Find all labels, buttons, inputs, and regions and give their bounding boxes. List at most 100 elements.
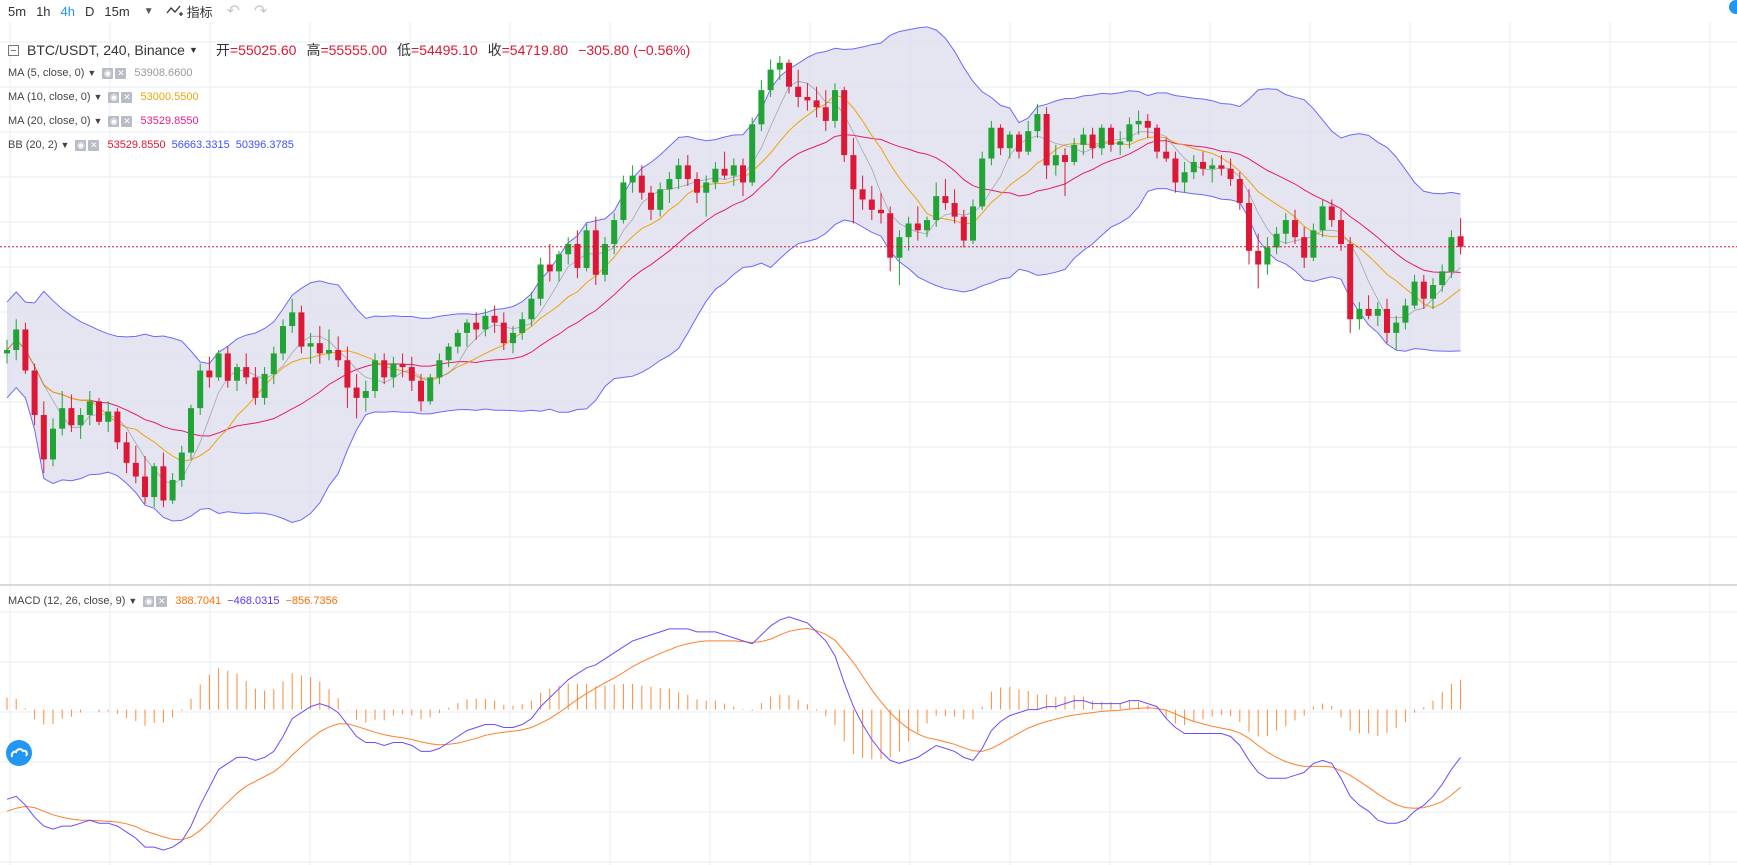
candle-body: [132, 462, 139, 477]
candle-body: [1246, 202, 1252, 251]
candle-body: [1439, 271, 1446, 286]
remove-icon[interactable]: ✕: [115, 67, 127, 79]
candle-body: [878, 209, 884, 214]
candle-body: [1457, 236, 1464, 247]
candle-body: [1034, 114, 1041, 132]
candle-body: [123, 442, 130, 463]
candle-body: [40, 414, 47, 460]
timeframe-1h[interactable]: 1h: [36, 3, 51, 19]
candle-body: [1255, 250, 1262, 265]
bollinger-band-fill: [6, 26, 1461, 524]
symbol-chevron-down-icon[interactable]: ▼: [188, 45, 198, 55]
timeframe-dropdown-icon[interactable]: ▼: [143, 5, 154, 17]
candle-body: [335, 350, 342, 361]
candle-body: [1144, 120, 1151, 128]
indicator-name[interactable]: MA (5, close, 0): [8, 67, 85, 79]
remove-icon[interactable]: ✕: [156, 595, 168, 607]
candle-body: [850, 155, 857, 190]
redo-icon[interactable]: ↷: [254, 3, 268, 20]
candle-body: [77, 414, 84, 426]
candle-body: [1301, 237, 1308, 258]
timeframe-4h[interactable]: 4h: [60, 3, 75, 19]
indicator-name[interactable]: BB (20, 2): [8, 139, 58, 151]
candle-body: [1200, 161, 1206, 169]
candle-body: [1218, 165, 1225, 169]
candle-body: [620, 182, 627, 221]
candle-body: [344, 360, 351, 388]
candle-body: [234, 367, 240, 381]
chart-canvas[interactable]: [0, 22, 1737, 865]
candle-body: [758, 90, 765, 125]
indicator-chevron-down-icon[interactable]: ▼: [93, 92, 103, 102]
indicator-chevron-down-icon[interactable]: ▼: [93, 116, 103, 126]
settings-dot-icon[interactable]: [1729, 0, 1737, 14]
toolbar: 5m 1h 4h D 15m ▼ 指标 ↶ ↷: [0, 0, 1737, 22]
candle-body: [1319, 206, 1326, 231]
visibility-icon[interactable]: ◉: [143, 595, 155, 607]
indicators-button[interactable]: 指标: [166, 2, 213, 21]
candle-body: [31, 370, 38, 415]
candle-body: [924, 220, 930, 231]
candle-body: [1236, 179, 1243, 203]
indicator-name[interactable]: MA (10, close, 0): [8, 91, 91, 103]
candle-body: [50, 428, 56, 460]
candle-body: [1356, 308, 1363, 320]
remove-icon[interactable]: ✕: [121, 91, 133, 103]
symbol-label[interactable]: BTC/USDT, 240, Binance: [27, 42, 185, 58]
indicator-chevron-down-icon[interactable]: ▼: [60, 140, 70, 150]
candle-body: [602, 244, 608, 275]
candle-body: [142, 476, 148, 498]
candle-body: [905, 223, 912, 238]
open-value: =55025.60: [229, 42, 297, 58]
timeframe-5m[interactable]: 5m: [8, 3, 27, 19]
timeframe-15m[interactable]: 15m: [104, 3, 130, 19]
macd-value: −468.0315: [227, 595, 280, 607]
collapse-legend-icon[interactable]: [8, 44, 19, 56]
candle-body: [1420, 281, 1427, 299]
remove-icon[interactable]: ✕: [88, 139, 100, 151]
candle-body: [896, 237, 903, 258]
indicator-chevron-down-icon[interactable]: ▼: [128, 596, 138, 606]
undo-icon[interactable]: ↶: [226, 3, 241, 20]
candle-body: [868, 199, 875, 210]
legend-macd: MACD (12, 26, close, 9) ▼ ◉ ✕ 388.7041 −4…: [8, 595, 338, 607]
visibility-icon[interactable]: ◉: [102, 67, 114, 79]
candle-body: [1163, 151, 1170, 159]
candle-body: [188, 408, 194, 453]
visibility-icon[interactable]: ◉: [108, 115, 120, 127]
candle-body: [353, 387, 360, 398]
main-legend: BTC/USDT, 240, Binance ▼ 开 =55025.60 高 =55…: [8, 40, 690, 60]
candle-body: [528, 298, 535, 320]
timeframe-d[interactable]: D: [85, 3, 95, 19]
visibility-icon[interactable]: ◉: [108, 91, 120, 103]
candle-body: [1080, 134, 1087, 145]
signal-value: −856.7356: [285, 595, 338, 607]
candle-body: [326, 350, 332, 354]
candle-body: [592, 230, 599, 275]
candle-body: [1181, 172, 1188, 183]
candle-body: [482, 315, 489, 330]
candle-body: [22, 329, 29, 371]
candle-body: [1071, 144, 1078, 162]
tradingview-logo-icon[interactable]: [6, 740, 32, 766]
candle-body: [1282, 220, 1289, 234]
legend-ma5: MA (5, close, 0) ▼ ◉ ✕ 53908.6600: [8, 67, 192, 79]
candle-body: [1062, 155, 1068, 162]
candle-body: [1374, 308, 1381, 316]
bb-lower-line: [6, 188, 1461, 524]
indicator-name[interactable]: MA (20, close, 0): [8, 115, 91, 127]
candle-body: [105, 411, 112, 422]
candle-body: [574, 244, 581, 268]
candle-body: [1209, 165, 1216, 169]
remove-icon[interactable]: ✕: [121, 115, 133, 127]
indicator-name[interactable]: MACD (12, 26, close, 9): [8, 595, 126, 607]
candle-body: [1264, 247, 1271, 265]
indicator-value: 53000.5500: [140, 91, 199, 103]
candle-body: [1052, 155, 1059, 166]
candle-body: [1154, 127, 1160, 152]
indicator-chevron-down-icon[interactable]: ▼: [87, 68, 97, 78]
visibility-icon[interactable]: ◉: [75, 139, 87, 151]
candle-body: [418, 380, 424, 402]
candle-body: [1384, 308, 1390, 333]
candle-body: [740, 165, 746, 183]
